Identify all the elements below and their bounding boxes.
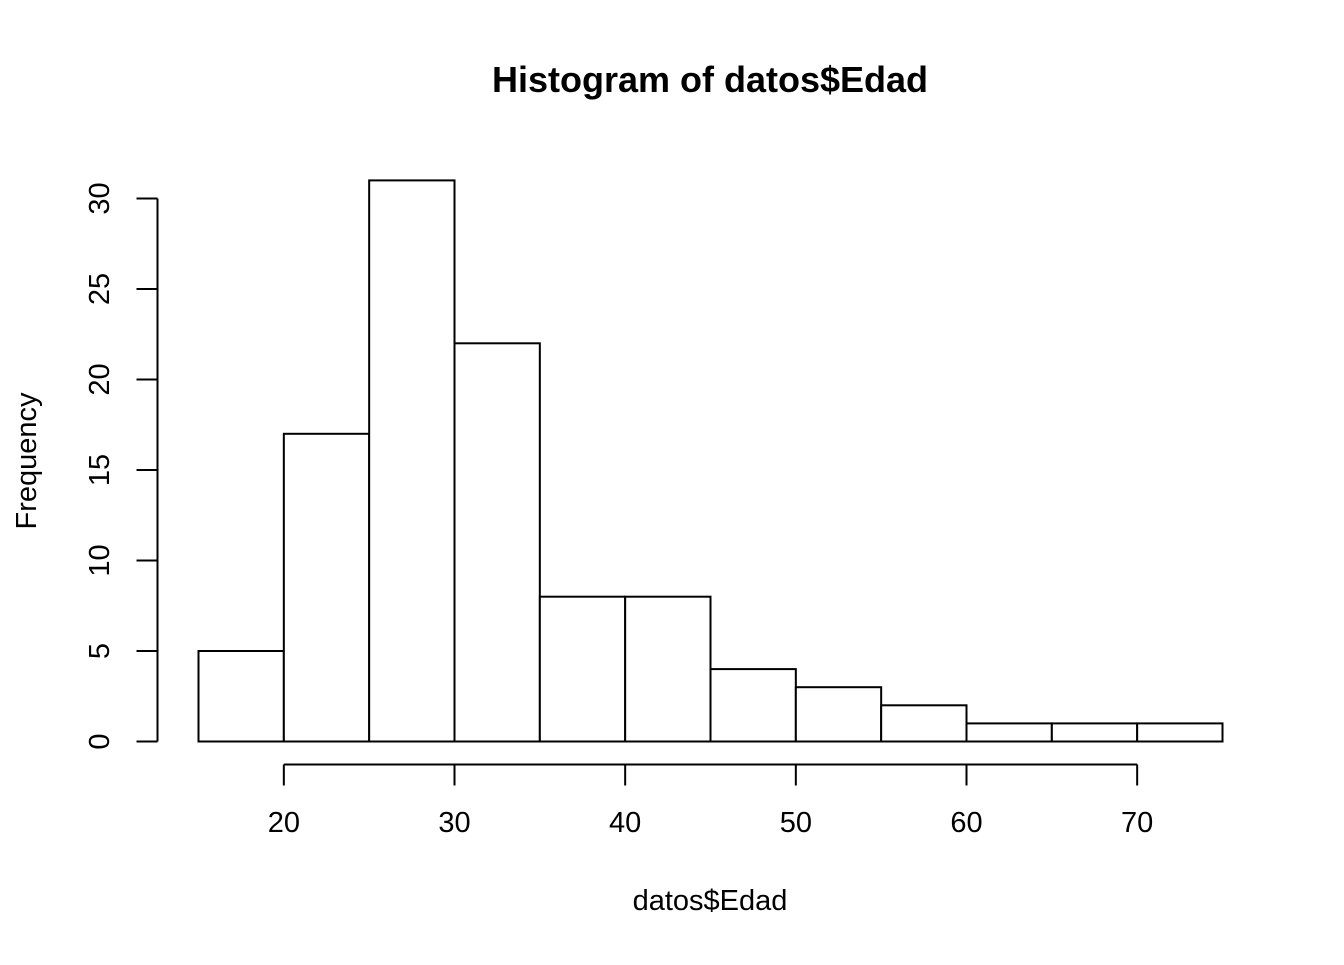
x-tick-label-70: 70 — [1121, 807, 1153, 839]
y-tick-label-0: 0 — [84, 733, 116, 749]
histogram-bar-70-75 — [1136, 722, 1224, 743]
x-axis-label: datos$Edad — [633, 885, 788, 917]
y-axis: 0 5 10 15 20 25 30 — [84, 182, 159, 750]
histogram-bar-60-65 — [965, 722, 1053, 743]
histogram-bar-20-25 — [282, 432, 371, 743]
histogram-bar-35-40 — [538, 595, 627, 743]
x-tick-label-50: 50 — [780, 807, 812, 839]
y-tick-label-5: 5 — [84, 643, 116, 659]
y-tick-label-20: 20 — [84, 363, 116, 395]
x-axis: 20 30 40 50 60 70 — [268, 763, 1153, 839]
histogram-bar-15-20 — [197, 650, 285, 743]
histogram-bar-50-55 — [794, 686, 883, 743]
histogram-bar-30-35 — [453, 342, 541, 743]
histogram-bar-65-70 — [1050, 722, 1139, 743]
histogram-bar-55-60 — [880, 704, 968, 743]
x-tick-label-30: 30 — [438, 807, 470, 839]
histogram-bar-25-30 — [368, 179, 456, 743]
histogram-bar-45-50 — [709, 668, 797, 743]
y-tick-label-30: 30 — [84, 182, 116, 214]
y-tick-label-25: 25 — [84, 273, 116, 305]
histogram-bar-40-45 — [624, 595, 712, 743]
bars-group — [197, 179, 1224, 743]
x-tick-label-40: 40 — [609, 807, 641, 839]
x-tick-label-20: 20 — [268, 807, 300, 839]
chart-title: Histogram of datos$Edad — [492, 59, 928, 100]
y-tick-label-15: 15 — [84, 454, 116, 486]
y-tick-label-10: 10 — [84, 544, 116, 576]
y-axis-label: Frequency — [11, 392, 43, 530]
x-tick-label-60: 60 — [950, 807, 982, 839]
